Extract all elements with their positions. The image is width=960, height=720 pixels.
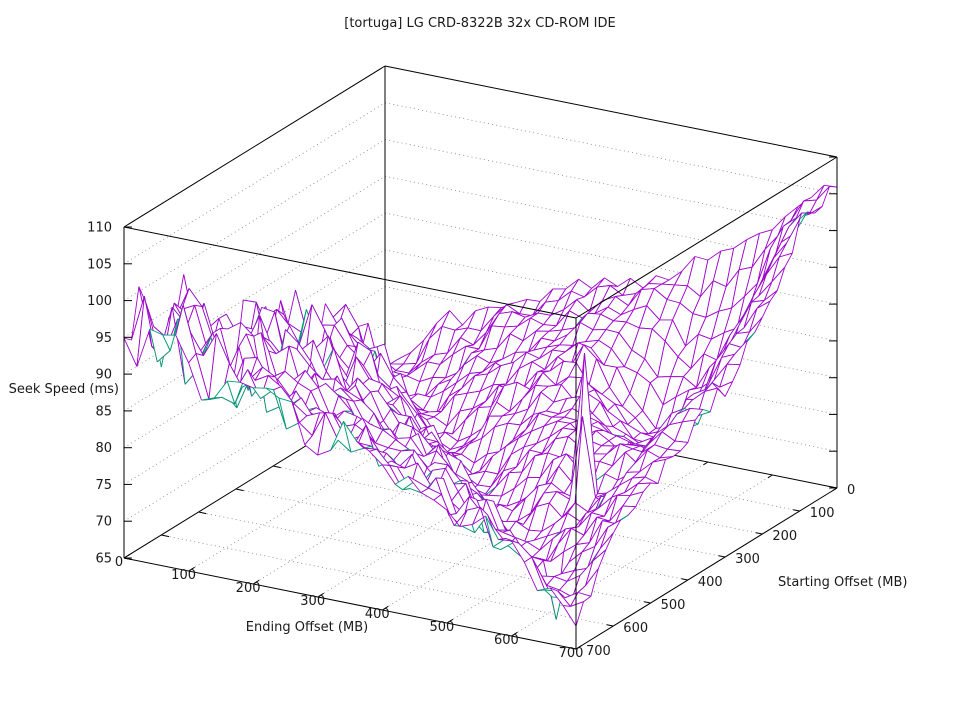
y-tick	[644, 601, 651, 604]
y-tick-mirror	[161, 534, 170, 538]
box-edge	[575, 156, 838, 319]
plot-title: [tortuga] LG CRD-8322B 32x CD-ROM IDE	[344, 16, 615, 31]
z-tick-label: 95	[95, 331, 112, 346]
z-tick-label: 85	[95, 404, 112, 419]
box-edge	[123, 226, 577, 319]
y-tick-label: 200	[772, 529, 797, 544]
x-tick-label: 200	[236, 581, 261, 596]
z-tick-label: 100	[87, 294, 112, 309]
y-tick-label: 100	[810, 506, 835, 521]
box-front-edges	[123, 65, 838, 650]
x-tick-mirror	[703, 461, 709, 466]
y-tick	[718, 555, 726, 558]
gridline-dotted	[123, 175, 386, 338]
tick-labels: 0 100 200 300 400 500 600 700 0 100 200 300 400 500 60…	[87, 221, 855, 662]
y-tick-label: 0	[847, 483, 855, 498]
box-edge	[123, 65, 386, 228]
y-tick-label: 600	[623, 621, 648, 636]
x-tick	[317, 592, 324, 598]
gridline-dotted	[123, 323, 386, 485]
y-tick	[681, 578, 688, 581]
x-tick	[575, 644, 583, 650]
x-tick	[446, 618, 454, 624]
y-axis-edge	[575, 487, 838, 650]
z-tick-label: 110	[87, 221, 112, 236]
x-tick-label: 400	[365, 607, 390, 622]
x-tick-label: 700	[559, 646, 584, 661]
x-tick	[123, 553, 131, 559]
x-tick-mirror	[767, 474, 773, 479]
x-tick	[252, 579, 260, 585]
y-tick-label: 700	[586, 644, 611, 659]
gridline-dotted	[123, 359, 386, 522]
y-tick-mirror	[235, 488, 244, 492]
z-tick-label: 75	[95, 478, 112, 493]
gridline-dotted	[384, 139, 838, 232]
z-tick-label: 105	[87, 257, 112, 272]
x-tick	[188, 566, 195, 572]
z-axis-label: Seek Speed (ms)	[9, 382, 119, 397]
x-tick	[511, 631, 518, 637]
x-axis-edge	[123, 557, 577, 650]
x-tick-label: 0	[115, 555, 123, 570]
y-tick	[793, 509, 800, 512]
gridline-dotted	[446, 461, 709, 624]
y-tick-label: 500	[661, 598, 686, 613]
axis-ticks	[123, 156, 838, 650]
y-axis-label: Starting Offset (MB)	[778, 575, 907, 590]
x-axis-label: Ending Offset (MB)	[246, 620, 368, 635]
y-tick	[606, 624, 614, 627]
y-tick	[755, 532, 763, 535]
y-tick-label: 400	[698, 575, 723, 590]
z-tick-label: 65	[95, 552, 112, 567]
x-tick	[382, 605, 389, 611]
z-tick-label: 80	[95, 441, 112, 456]
y-tick-label: 300	[735, 552, 760, 567]
z-tick-label: 90	[95, 368, 112, 383]
gridline-dotted	[123, 249, 386, 412]
z-tick-label: 70	[95, 515, 112, 530]
labels-layer: [tortuga] LG CRD-8322B 32x CD-ROM IDE Se…	[9, 16, 908, 635]
x-tick-label: 100	[171, 568, 196, 583]
x-tick-label: 500	[429, 620, 454, 635]
y-tick	[569, 647, 577, 650]
box-edge	[384, 65, 838, 158]
gridline-dotted	[123, 139, 386, 301]
gridline-dotted	[123, 102, 386, 265]
surface-mesh	[123, 184, 838, 627]
y-tick-mirror	[272, 465, 281, 469]
x-tick-label: 600	[494, 633, 519, 648]
gridline-dotted	[384, 102, 838, 195]
y-tick-mirror	[198, 511, 207, 515]
gridline-dotted	[123, 286, 386, 449]
x-tick-label: 300	[300, 594, 325, 609]
gridline-dotted	[511, 474, 773, 637]
